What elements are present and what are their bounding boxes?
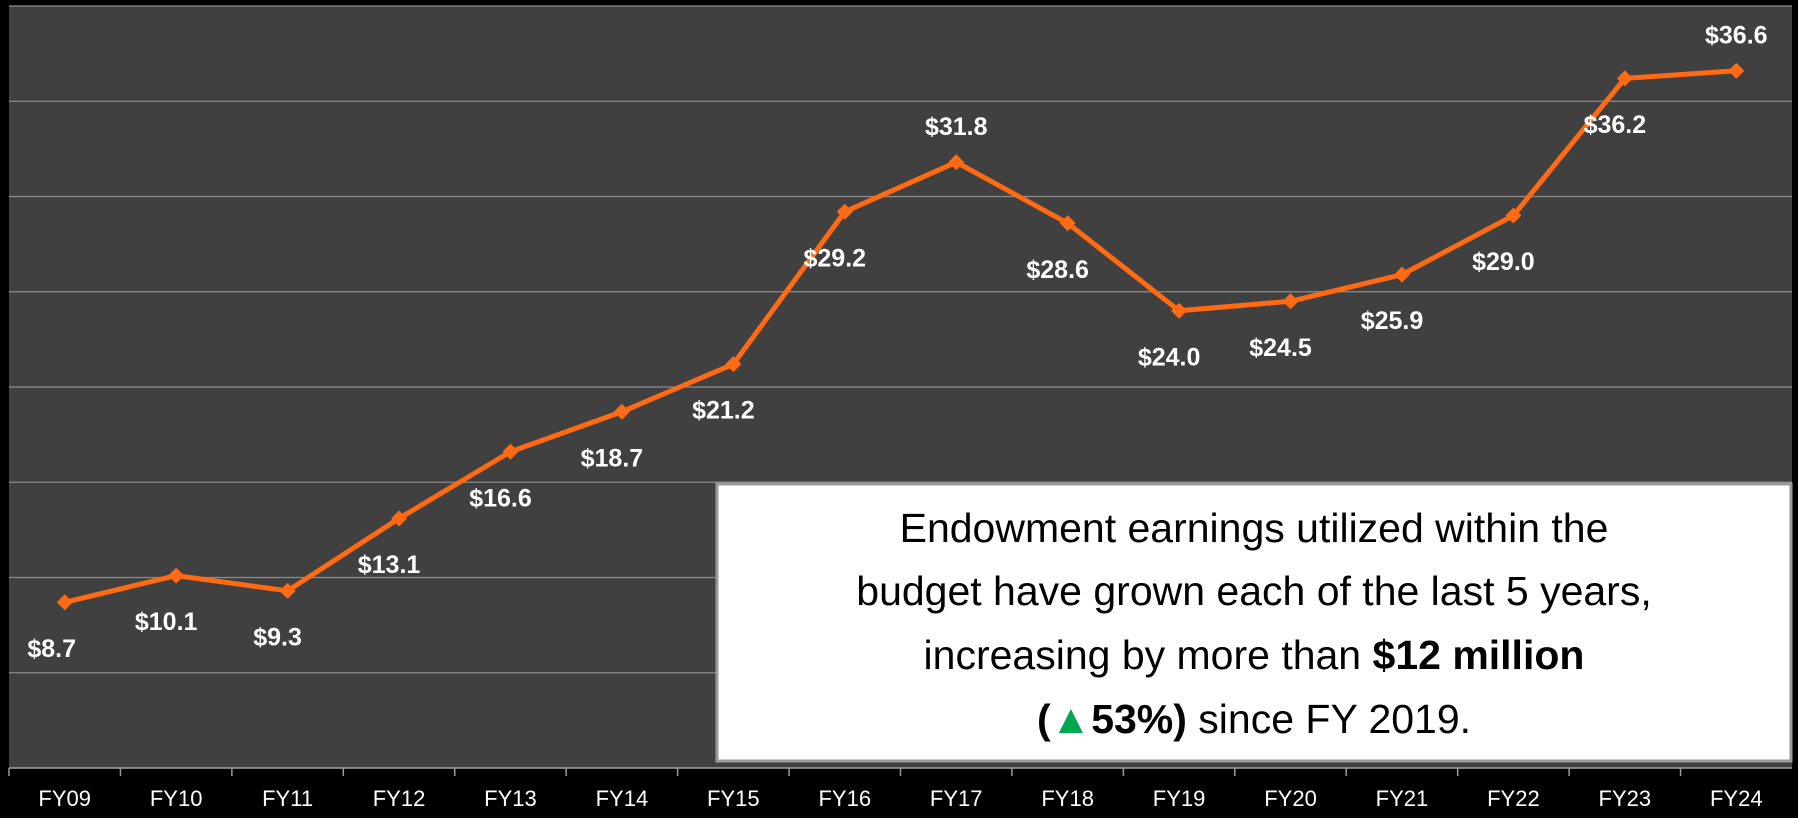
data-point [391,510,408,527]
data-label: $28.6 [1026,256,1089,284]
x-tick-label: FY13 [484,786,537,811]
x-tick-label: FY20 [1264,786,1317,811]
annotation-box [715,482,1793,763]
data-label: $29.0 [1472,248,1535,276]
data-label: $10.1 [135,608,198,636]
data-label: $24.5 [1249,334,1312,362]
data-label: $24.0 [1138,343,1201,371]
data-point [168,567,185,584]
x-tick-label: FY17 [930,786,983,811]
data-label: $31.8 [925,113,988,141]
data-label: $29.2 [804,244,867,272]
data-label: $25.9 [1361,307,1424,335]
data-point [836,203,853,220]
x-tick-label: FY24 [1710,786,1763,811]
annotation-text: Endowment earnings utilized within the [900,505,1609,551]
x-tick-label: FY18 [1041,786,1094,811]
annotation-bold: 53%) [1091,696,1187,742]
data-point [1616,70,1633,87]
data-label: $8.7 [27,635,76,663]
annotation-line: increasing by more than $12 million [924,632,1585,678]
x-tick-label: FY14 [596,786,649,811]
data-line [64,68,1737,605]
data-point [725,356,742,373]
data-label: $21.2 [692,397,755,425]
data-point [613,403,630,420]
x-tick-label: FY11 [262,786,313,811]
annotation-bold: $12 million [1373,632,1585,678]
x-tick-label: FY16 [818,786,871,811]
x-tick-label: FY23 [1599,786,1652,811]
data-label: $16.6 [469,484,532,512]
data-point [1505,207,1522,224]
x-tick-label: FY19 [1153,786,1206,811]
annotation-line: Endowment earnings utilized within the [900,505,1609,551]
annotation-text: budget have grown each of the last 5 yea… [856,568,1651,614]
annotation-line: budget have grown each of the last 5 yea… [856,568,1651,614]
annotation-line: (▲53%) since FY 2019. [1037,696,1471,742]
data-label: $36.6 [1705,21,1768,49]
data-point [502,443,519,460]
data-point [279,582,296,599]
data-point [1282,293,1299,310]
x-tick-label: FY10 [150,786,203,811]
data-point [1059,215,1076,232]
x-tick-label: FY21 [1376,786,1429,811]
annotation-text: increasing by more than [924,632,1373,678]
up-triangle: ▲ [1051,696,1092,742]
x-tick-label: FY15 [707,786,760,811]
data-point [1171,302,1188,319]
x-tick-label: FY09 [38,786,91,811]
x-tick-label: FY22 [1487,786,1540,811]
annotation-bold: ( [1037,696,1051,742]
data-label: $13.1 [358,551,421,579]
x-tick-label: FY12 [373,786,426,811]
data-label: $9.3 [253,623,302,651]
data-point [1728,62,1745,79]
data-point [948,154,965,171]
data-point [1393,266,1410,283]
data-label: $18.7 [581,444,644,472]
data-point [56,594,73,611]
annotation-text: since FY 2019. [1187,696,1471,742]
data-label: $36.2 [1584,111,1647,139]
